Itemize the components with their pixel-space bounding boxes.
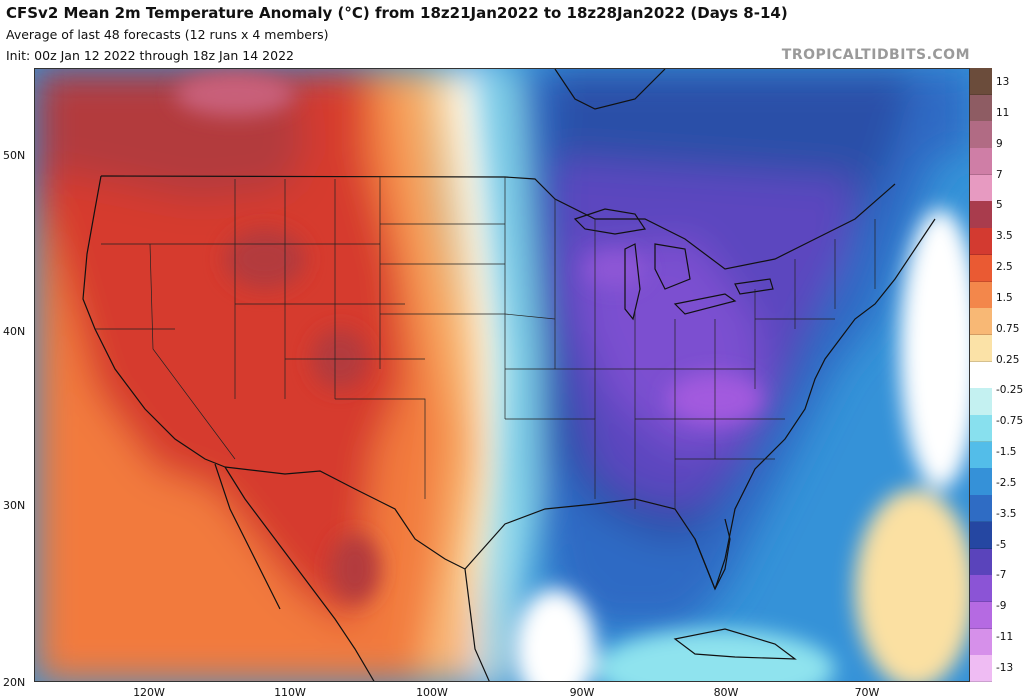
legend-label: 2.5 (996, 261, 1013, 274)
warm-anomaly-deep-red-utah (225, 229, 305, 289)
legend-swatch (970, 148, 992, 176)
near-normal-yellow-atlantic (855, 489, 969, 681)
coastlines (82, 69, 936, 681)
lat-label-40n: 40N (3, 325, 26, 338)
legend-label: -0.75 (996, 415, 1024, 428)
legend-label: 7 (996, 168, 1003, 181)
lon-label-110w: 110W (274, 686, 306, 699)
lake-huron (654, 243, 691, 290)
color-scale-legend: 13 11 9 7 5 3.5 2.5 1.5 0.75 0.25 -0.25 -0.75 -1.5 -2… (970, 68, 1024, 683)
legend-label: 11 (996, 106, 1010, 119)
west-coast-outline (82, 175, 226, 468)
legend-label: -7 (996, 569, 1007, 582)
legend-swatch (970, 601, 992, 630)
lon-label-90w: 90W (569, 686, 595, 699)
legend-swatch (970, 174, 992, 202)
legend-swatch (970, 628, 992, 656)
legend-label: 3.5 (996, 230, 1013, 243)
legend-label: -1.5 (996, 446, 1017, 459)
mexico-gulf-coast (464, 568, 490, 681)
chart-subtitle-forecasts: Average of last 48 forecasts (12 runs x … (6, 27, 329, 42)
legend-swatch (970, 655, 992, 683)
lon-label-100w: 100W (416, 686, 448, 699)
legend-label: 13 (996, 76, 1010, 88)
lon-label-120w: 120W (133, 686, 165, 699)
legend-label: -3.5 (996, 507, 1017, 520)
lat-label-30n: 30N (3, 499, 26, 512)
florida-peninsula (694, 518, 731, 591)
brand-watermark: TROPICALTIDBITS.COM (781, 47, 970, 63)
near-normal-white-gulf (515, 589, 595, 681)
legend-swatch (970, 68, 992, 96)
legend-swatch (970, 441, 992, 469)
lake-ontario (734, 278, 774, 295)
legend-label: 9 (996, 137, 1003, 150)
temperature-anomaly-map (34, 68, 970, 682)
legend-label: -13 (996, 662, 1014, 674)
state-borders (95, 177, 876, 509)
warm-anomaly-light-orange (385, 69, 485, 681)
legend-label: 0.25 (996, 353, 1020, 366)
legend-swatch (970, 388, 992, 416)
mexico-pacific-coast (224, 466, 375, 681)
near-normal-yellow-band (430, 69, 505, 681)
lake-superior (573, 208, 647, 235)
legend-swatch (970, 94, 992, 122)
legend-swatch (970, 228, 992, 256)
warm-anomaly-red (35, 69, 405, 629)
legend-swatch (970, 201, 992, 229)
lat-label-20n: 20N (3, 676, 26, 689)
us-mexico-border (224, 466, 466, 570)
lon-label-80w: 80W (713, 686, 739, 699)
legend-label: -11 (996, 631, 1014, 644)
legend-label: 5 (996, 199, 1003, 212)
warm-anomaly-deep-red-mexico (330, 534, 380, 604)
legend-swatch (970, 334, 992, 363)
east-coast-outline (714, 218, 936, 590)
legend-swatch (970, 521, 992, 549)
chart-subtitle-init: Init: 00z Jan 12 2022 through 18z Jan 14… (6, 48, 294, 63)
cuba-outline (673, 628, 797, 660)
legend-swatch (970, 281, 992, 309)
legend-swatch (970, 548, 992, 576)
legend-swatch (970, 495, 992, 523)
legend-label: 0.75 (996, 322, 1020, 335)
legend-label: -9 (996, 600, 1007, 613)
cold-anomaly-magenta-lakes (585, 251, 645, 287)
lake-michigan (624, 243, 641, 321)
legend-label: -2.5 (996, 476, 1017, 489)
legend-swatch (970, 415, 992, 443)
lake-erie (673, 293, 737, 315)
us-canada-border (100, 175, 896, 270)
lon-label-70w: 70W (854, 686, 880, 699)
legend-swatch (970, 254, 992, 283)
near-normal-white-atlantic (900, 209, 969, 489)
chart-title: CFSv2 Mean 2m Temperature Anomaly (°C) f… (6, 4, 788, 22)
baja-peninsula (214, 463, 281, 610)
warm-anomaly-pink-alberta (175, 72, 295, 116)
legend-swatch (970, 575, 992, 603)
legend-swatch (970, 308, 992, 336)
legend-label: 1.5 (996, 291, 1013, 304)
legend-label: -0.25 (996, 384, 1024, 397)
lat-label-50n: 50N (3, 149, 26, 162)
hudson-bay-outline (554, 69, 666, 110)
legend-swatch (970, 121, 992, 149)
legend-swatch (970, 468, 992, 496)
legend-swatch (970, 361, 992, 389)
legend-label: -5 (996, 538, 1007, 551)
